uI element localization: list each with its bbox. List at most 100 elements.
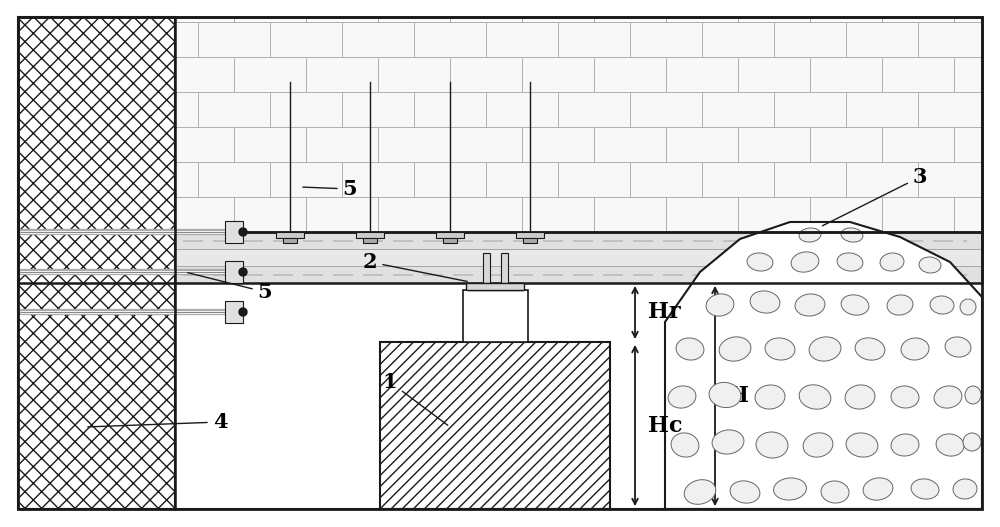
Bar — [702, 162, 774, 197]
Bar — [443, 238, 457, 243]
Bar — [363, 238, 377, 243]
Ellipse shape — [730, 481, 760, 503]
Ellipse shape — [960, 299, 976, 315]
Ellipse shape — [712, 430, 744, 454]
Bar — [501, 253, 508, 283]
Bar — [162, 57, 234, 92]
Bar — [234, 17, 306, 22]
Bar — [450, 127, 522, 162]
Bar — [225, 301, 243, 323]
Ellipse shape — [901, 338, 929, 360]
Bar — [482, 253, 490, 283]
Bar — [380, 342, 610, 509]
Text: 3: 3 — [822, 167, 927, 226]
Bar — [306, 57, 378, 92]
Bar — [558, 162, 630, 197]
Bar — [846, 92, 918, 127]
Bar — [270, 162, 342, 197]
Bar — [234, 57, 306, 92]
Bar — [162, 17, 234, 22]
Bar — [270, 92, 342, 127]
Ellipse shape — [963, 433, 981, 451]
Bar — [276, 232, 304, 238]
Bar — [630, 162, 702, 197]
Bar — [774, 22, 846, 57]
Bar — [810, 57, 882, 92]
Bar — [523, 238, 537, 243]
Bar — [18, 197, 90, 232]
Ellipse shape — [945, 337, 971, 357]
Ellipse shape — [709, 383, 741, 407]
Bar — [954, 127, 982, 162]
Text: 1: 1 — [383, 372, 448, 425]
Bar — [90, 197, 162, 232]
Bar — [666, 127, 738, 162]
Ellipse shape — [936, 434, 964, 456]
Bar — [18, 232, 982, 283]
Bar — [18, 266, 982, 283]
Bar — [666, 17, 738, 22]
Ellipse shape — [676, 338, 704, 360]
Bar — [486, 92, 558, 127]
Text: Hc: Hc — [648, 415, 682, 436]
Ellipse shape — [756, 432, 788, 458]
Bar — [702, 22, 774, 57]
Ellipse shape — [855, 338, 885, 360]
Bar — [522, 17, 594, 22]
Bar — [558, 22, 630, 57]
Bar — [954, 17, 982, 22]
Bar — [18, 249, 982, 266]
Bar — [90, 57, 162, 92]
Bar — [18, 92, 54, 127]
Ellipse shape — [837, 253, 863, 271]
Ellipse shape — [684, 480, 716, 504]
Bar — [918, 92, 982, 127]
Bar — [18, 17, 982, 232]
Bar — [234, 127, 306, 162]
Bar — [666, 197, 738, 232]
Bar — [270, 22, 342, 57]
Ellipse shape — [919, 257, 941, 273]
Bar — [522, 197, 594, 232]
Bar — [594, 127, 666, 162]
Bar — [90, 127, 162, 162]
Ellipse shape — [809, 337, 841, 361]
Ellipse shape — [719, 337, 751, 361]
Ellipse shape — [887, 295, 913, 315]
Bar — [630, 22, 702, 57]
Ellipse shape — [668, 386, 696, 408]
Circle shape — [239, 308, 247, 316]
Bar — [810, 197, 882, 232]
Ellipse shape — [671, 433, 699, 457]
Bar — [126, 92, 198, 127]
Ellipse shape — [747, 253, 773, 271]
Bar — [918, 22, 982, 57]
Bar — [18, 57, 90, 92]
Bar — [462, 290, 528, 342]
Bar — [738, 17, 810, 22]
Bar — [225, 261, 243, 283]
Bar — [175, 283, 380, 509]
Bar — [342, 92, 414, 127]
Bar — [738, 197, 810, 232]
Bar — [306, 17, 378, 22]
Text: H: H — [728, 385, 749, 407]
Bar — [882, 197, 954, 232]
Bar — [126, 162, 198, 197]
Bar — [342, 162, 414, 197]
Bar — [954, 197, 982, 232]
Bar — [522, 57, 594, 92]
Bar — [882, 127, 954, 162]
Ellipse shape — [841, 228, 863, 242]
Bar — [558, 92, 630, 127]
Text: 5: 5 — [303, 179, 357, 199]
Bar — [486, 22, 558, 57]
Ellipse shape — [774, 478, 806, 500]
Bar — [18, 17, 90, 22]
Circle shape — [239, 268, 247, 276]
Bar — [594, 17, 666, 22]
Bar — [774, 162, 846, 197]
Bar — [342, 22, 414, 57]
Ellipse shape — [755, 385, 785, 409]
Bar — [234, 197, 306, 232]
